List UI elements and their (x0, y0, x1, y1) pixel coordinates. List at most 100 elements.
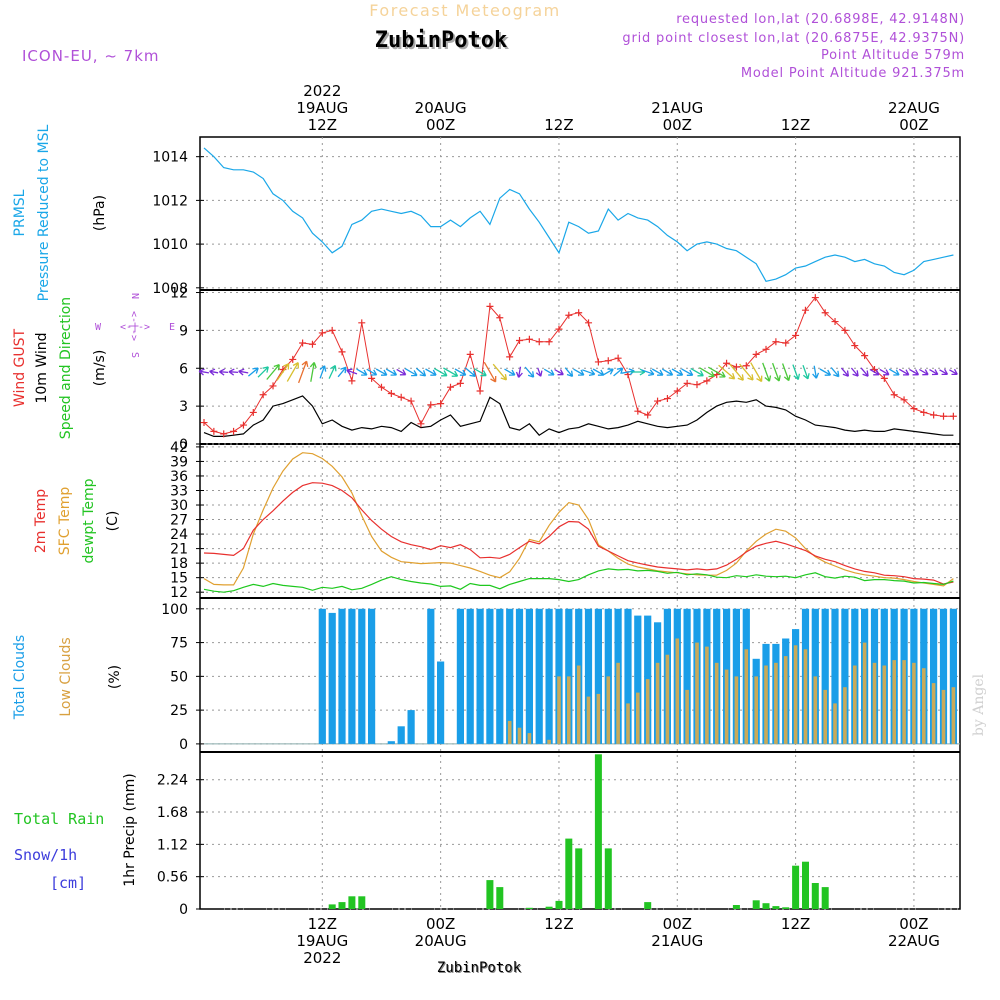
total-clouds-bar (939, 608, 948, 744)
gust-point (821, 309, 829, 317)
total-clouds-bar (525, 608, 533, 744)
temp-unit: (C) (105, 511, 121, 532)
wind-direction-arrow (524, 366, 535, 378)
rain-bar (575, 848, 583, 909)
wind-direction-arrow (375, 368, 388, 376)
wind-direction-arrow (257, 366, 269, 378)
low-clouds-bar (902, 660, 906, 744)
wind-direction-arrow (443, 367, 459, 377)
low-clouds-bar (724, 669, 729, 744)
total-clouds-label: Total Clouds (12, 635, 28, 720)
precip-unit: 1hr Precip (mm) (122, 773, 138, 886)
low-clouds-bar (547, 739, 551, 744)
wind-direction-arrow (415, 367, 427, 377)
rain-bar (348, 896, 356, 909)
low-clouds-bar (862, 642, 867, 744)
wind-direction-arrow (266, 363, 280, 380)
wind-direction-arrow (228, 368, 239, 376)
gust-point (506, 353, 514, 361)
wind-direction-arrow (276, 363, 290, 381)
gust-point (693, 381, 701, 389)
gust-point (880, 374, 888, 382)
gust-point (299, 339, 307, 347)
total-clouds-bar (594, 608, 602, 744)
y-tick-label: 1008 (152, 281, 188, 297)
y-tick-label: 15 (170, 571, 188, 587)
wind-direction-arrow (641, 369, 655, 377)
gust-point (673, 387, 681, 395)
wind-direction-arrow (309, 361, 317, 382)
total-clouds-bar (397, 726, 405, 744)
rain-bar (604, 848, 612, 909)
gust-point (486, 302, 494, 310)
low-clouds-bar (576, 665, 581, 744)
low-clouds-bar (655, 662, 660, 744)
total-clouds-bar (358, 608, 366, 744)
wind-direction-arrow (328, 364, 337, 379)
wind-direction-arrow (473, 367, 487, 377)
gust-point (220, 430, 228, 438)
wind-direction-arrow (286, 362, 299, 382)
low-clouds-bar (695, 642, 699, 744)
gust-point (594, 358, 602, 366)
gust-point (535, 338, 543, 346)
y-tick-label: 3 (179, 399, 188, 415)
gust-point (703, 377, 711, 385)
y-tick-label: 0.56 (157, 870, 188, 886)
low-clouds-bar (636, 692, 640, 744)
wind-direction-arrow (681, 368, 694, 376)
low-clouds-bar (823, 689, 827, 744)
wind-direction-arrow (651, 368, 664, 376)
total-clouds-bar (624, 608, 632, 744)
wind-direction-arrow (690, 367, 704, 377)
gust-point (427, 401, 435, 409)
wind-direction-arrow (762, 362, 772, 382)
total-clouds-bar (584, 608, 593, 744)
rain-bar (772, 906, 780, 909)
clouds-unit: (%) (107, 665, 123, 689)
gust-point (683, 379, 691, 387)
bottom-time-label: 00Z (426, 915, 455, 933)
total-clouds-bar (328, 612, 336, 744)
gust-point (930, 411, 938, 419)
total-clouds-bar (456, 608, 464, 744)
top-time-label: 20AUG (415, 99, 467, 117)
gust-point (900, 396, 908, 404)
low-clouds-bar (517, 727, 522, 744)
snow-label: Snow/1h (14, 846, 77, 864)
wind-10m-label: 10m Wind (34, 332, 50, 403)
y-tick-label: 18 (170, 556, 188, 572)
wind-direction-arrow (718, 364, 736, 380)
wind-direction-arrow (840, 367, 850, 377)
gust-point (476, 387, 484, 395)
wind-direction-arrow (949, 368, 958, 376)
gust-point (723, 359, 731, 367)
gust-point (368, 374, 376, 382)
y-tick-label: 0 (179, 902, 188, 918)
sfc-temp-line (203, 452, 954, 587)
bottom-time-label: 22AUG (888, 932, 940, 950)
low-clouds-bar (626, 703, 630, 744)
gust-point (644, 411, 652, 419)
total-clouds-bar (811, 608, 819, 744)
gust-point (782, 339, 790, 347)
wind-direction-arrow (492, 363, 508, 381)
y-tick-label: 1.68 (157, 805, 188, 821)
wind-direction-arrow (939, 368, 949, 376)
low-clouds-bar (616, 662, 620, 744)
wind-direction-arrow (543, 368, 555, 376)
station-title-shadow: ZubinPotok (377, 30, 509, 55)
low-clouds-bar (882, 665, 887, 744)
gust-point (841, 326, 849, 334)
wind-direction-arrow (869, 368, 880, 376)
rain-bar (792, 865, 800, 909)
y-tick-label: 24 (170, 527, 188, 543)
wind-direction-arrow (573, 368, 585, 376)
total-clouds-bar (427, 608, 435, 744)
low-clouds-bar (833, 703, 837, 744)
y-tick-label: 33 (170, 483, 188, 499)
wind-direction-arrow (433, 367, 448, 377)
